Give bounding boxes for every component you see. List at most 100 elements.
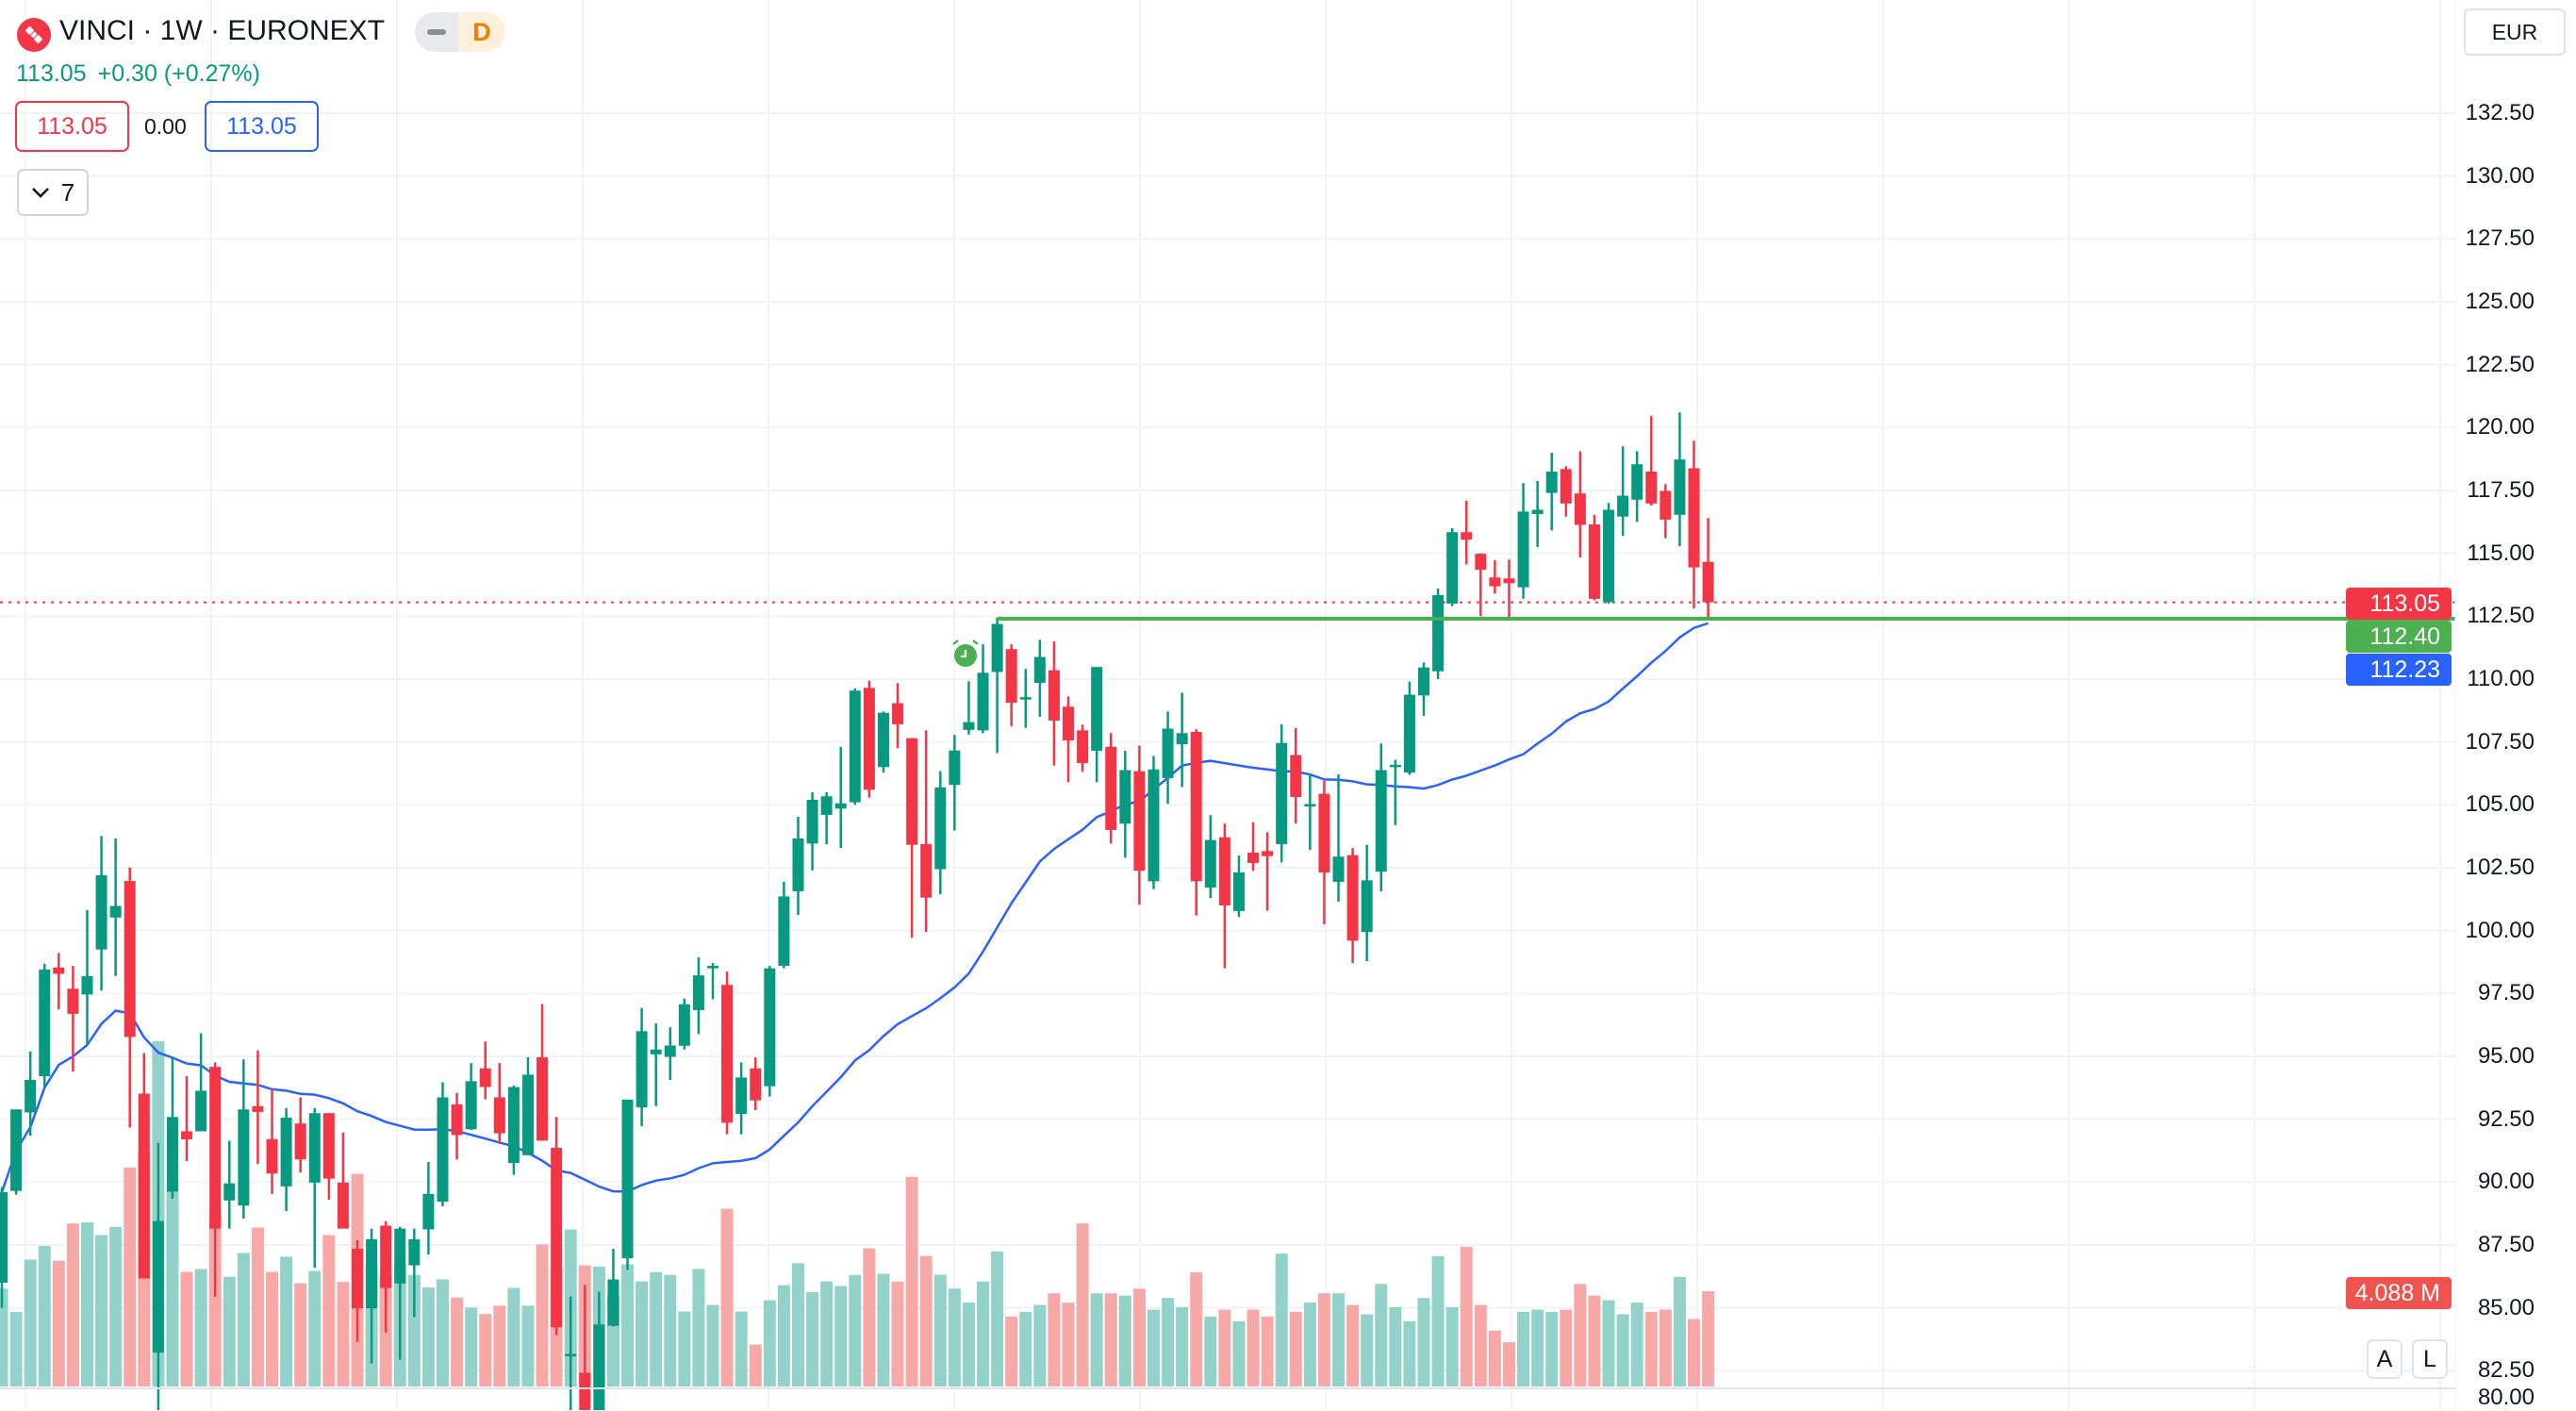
candle [621, 1099, 634, 1270]
volume-bar [507, 1287, 520, 1386]
price-change: +0.30 (+0.27%) [97, 60, 260, 87]
candle-body [422, 1193, 435, 1230]
candle-body [465, 1081, 477, 1130]
candle-body [792, 838, 804, 892]
candle [920, 730, 933, 933]
price-axis-tick-label: 80.00 [2477, 1385, 2535, 1410]
candle [806, 791, 818, 871]
price-axis-tick-label: 105.00 [2465, 791, 2535, 818]
candle-body [25, 1080, 37, 1113]
candle [322, 1113, 335, 1200]
candle-body [10, 1109, 23, 1191]
volume-bar [1502, 1342, 1515, 1386]
candle [906, 738, 918, 938]
candle-body [1247, 852, 1260, 863]
volume-bar [436, 1279, 449, 1386]
buy-button[interactable]: 113.05 [205, 101, 319, 152]
candle [437, 1082, 449, 1206]
candle-body [1077, 730, 1089, 764]
volume-bar [109, 1226, 123, 1386]
candle-body [934, 787, 947, 870]
candle-body [1176, 733, 1188, 745]
candle [280, 1107, 292, 1211]
alert-price-label[interactable]: 112.40 [2346, 621, 2452, 653]
volume-bar [977, 1281, 990, 1386]
candle-body [636, 1031, 648, 1108]
auto-scale-button[interactable]: A [2367, 1339, 2403, 1379]
candle [266, 1088, 278, 1194]
candle-body [621, 1099, 634, 1259]
candle [366, 1228, 378, 1364]
volume-bar [1147, 1309, 1160, 1386]
candle [692, 956, 704, 1035]
candle-body [707, 965, 718, 969]
candle [308, 1107, 321, 1269]
currency-button[interactable]: EUR [2464, 8, 2566, 56]
candle-body [1475, 554, 1487, 570]
candle-body [337, 1182, 349, 1229]
candle-body [1148, 769, 1160, 882]
candle-body [507, 1087, 520, 1164]
candle [1262, 832, 1274, 911]
candle [792, 816, 804, 916]
candle [1545, 452, 1558, 531]
price-axis-tick-label: 95.00 [2477, 1042, 2535, 1069]
candle-body [1048, 670, 1060, 721]
candle-body [1588, 523, 1600, 599]
alarm-clock-icon[interactable] [952, 639, 979, 667]
candle-body [963, 722, 975, 730]
price-axis-tick-label: 127.50 [2465, 225, 2535, 252]
volume-bar [180, 1271, 193, 1386]
sell-button[interactable]: 113.05 [15, 101, 129, 152]
candle [1247, 822, 1260, 872]
candle-body [451, 1104, 463, 1136]
volume-bar [962, 1303, 975, 1386]
candle-body [1560, 469, 1572, 504]
volume-bar [1574, 1284, 1587, 1386]
candle [820, 791, 833, 845]
symbol-title[interactable]: VINCI · 1W · EURONEXT [59, 15, 386, 46]
volume-bar [421, 1287, 435, 1386]
candle [949, 735, 961, 831]
candle [1603, 503, 1615, 604]
candle-body [280, 1118, 292, 1187]
volume-bar [1375, 1284, 1388, 1386]
volume-bar [1289, 1311, 1302, 1386]
indicators-count: 7 [60, 177, 75, 207]
candle [1019, 669, 1032, 728]
log-scale-button[interactable]: L [2412, 1339, 2448, 1379]
volume-bar [1005, 1316, 1018, 1386]
candle-body [1688, 468, 1700, 568]
candle-body [991, 623, 1003, 672]
minus-icon [415, 12, 458, 52]
volume-bar [1346, 1304, 1360, 1386]
candle [81, 909, 93, 1045]
volume-bar [465, 1307, 478, 1386]
volume-bar [692, 1269, 705, 1386]
candle [0, 1187, 8, 1308]
candle [1290, 727, 1302, 824]
candle [877, 711, 889, 773]
volume-bar [1132, 1288, 1146, 1386]
volume-bar [891, 1281, 904, 1386]
candle-body [721, 985, 734, 1123]
candle-body [650, 1049, 662, 1054]
volume-bar [1417, 1298, 1430, 1386]
candle-body [366, 1238, 378, 1309]
indicators-toggle-button[interactable]: 7 [17, 169, 89, 216]
candle [1176, 692, 1188, 788]
candle [849, 688, 861, 805]
volume-bar [1688, 1319, 1701, 1386]
market-status-pill[interactable]: D [415, 12, 505, 52]
volume-bar [834, 1286, 848, 1386]
price-axis-tick-label: 97.50 [2477, 980, 2535, 1006]
candle-body [764, 968, 776, 1087]
candle-body [195, 1090, 207, 1132]
candle [678, 998, 690, 1050]
candle-body [1403, 694, 1415, 773]
candle [181, 1076, 193, 1161]
candle-body [408, 1238, 421, 1266]
candle-body [778, 896, 790, 966]
candle-body [664, 1045, 676, 1057]
